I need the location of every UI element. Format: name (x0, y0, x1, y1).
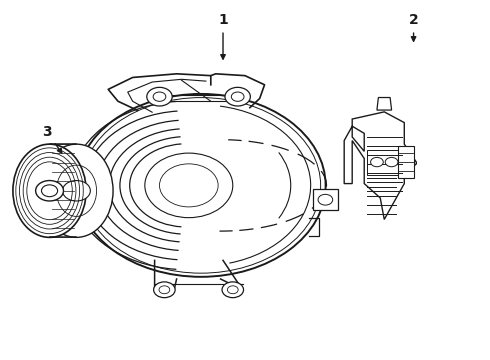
Polygon shape (377, 98, 392, 110)
Circle shape (231, 92, 244, 101)
Circle shape (225, 87, 250, 106)
FancyBboxPatch shape (313, 189, 338, 211)
Circle shape (42, 185, 58, 197)
Text: 2: 2 (409, 13, 418, 41)
Circle shape (147, 87, 172, 106)
Ellipse shape (13, 144, 86, 237)
Circle shape (63, 180, 90, 201)
Circle shape (159, 164, 218, 207)
Text: 3: 3 (42, 125, 62, 153)
Circle shape (370, 157, 383, 167)
Circle shape (159, 286, 170, 294)
FancyBboxPatch shape (367, 149, 402, 175)
Circle shape (227, 286, 238, 294)
Ellipse shape (40, 144, 113, 237)
Circle shape (154, 282, 175, 298)
Polygon shape (344, 112, 416, 220)
Circle shape (318, 194, 333, 205)
Circle shape (385, 157, 398, 167)
Text: 1: 1 (218, 13, 228, 59)
Circle shape (145, 153, 233, 218)
FancyBboxPatch shape (398, 146, 415, 178)
Circle shape (76, 94, 326, 277)
Circle shape (36, 180, 64, 201)
Circle shape (153, 92, 166, 101)
Ellipse shape (41, 145, 112, 236)
Circle shape (222, 282, 244, 298)
